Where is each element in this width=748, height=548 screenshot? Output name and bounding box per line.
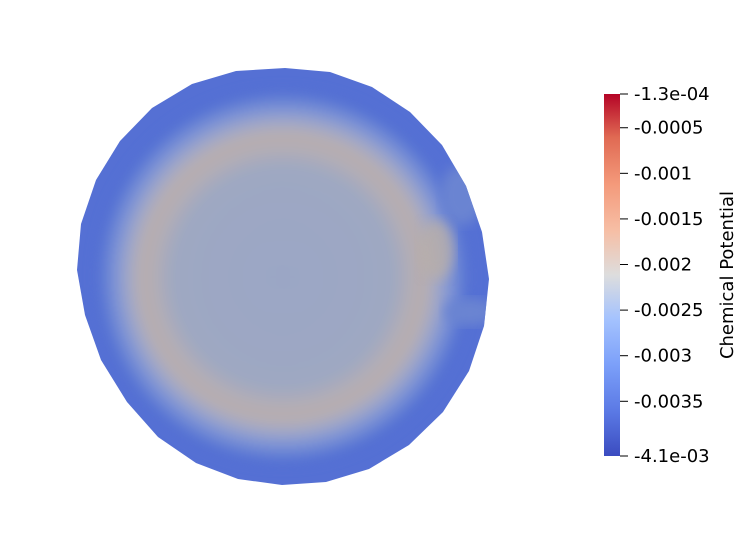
colorbar-ticks: -1.3e-04 -0.0005 -0.001 -0.0015 -0.002 -0.002… bbox=[620, 84, 710, 467]
colorbar-tick-label: -0.001 bbox=[634, 163, 692, 184]
heatmap-ring bbox=[95, 89, 471, 465]
colorbar-tick-label: -0.0005 bbox=[634, 118, 703, 139]
heatmap-field bbox=[77, 68, 489, 485]
colorbar-tick-label: -0.0015 bbox=[634, 209, 703, 230]
heatmap-notch-upper bbox=[440, 165, 484, 225]
heatmap-notch-lower bbox=[444, 298, 489, 326]
colorbar-tick-label: -0.0035 bbox=[634, 391, 703, 412]
colorbar-title: Chemical Potential bbox=[717, 191, 738, 359]
colorbar-tick-label: -1.3e-04 bbox=[634, 84, 710, 105]
heatmap-bright-spot bbox=[418, 220, 454, 280]
colorbar-tick-label: -0.0025 bbox=[634, 300, 703, 321]
colorbar-tick-label: -0.003 bbox=[634, 346, 692, 367]
colorbar: -1.3e-04 -0.0005 -0.001 -0.0015 -0.002 -0.002… bbox=[604, 84, 738, 467]
colorbar-tick-label: -4.1e-03 bbox=[634, 446, 710, 467]
colorbar-tick-label: -0.002 bbox=[634, 255, 692, 276]
colorbar-gradient bbox=[604, 94, 620, 456]
